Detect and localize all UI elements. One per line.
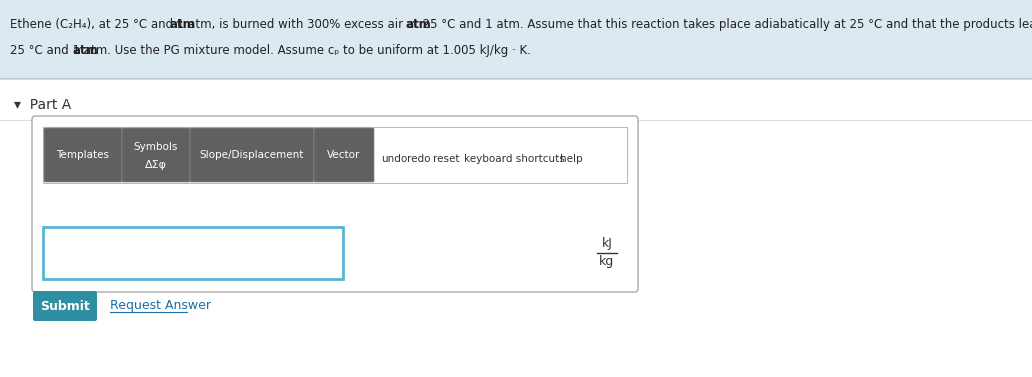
Text: Slope/Displacement: Slope/Displacement bbox=[200, 150, 304, 160]
Bar bbox=[43, 227, 343, 279]
FancyBboxPatch shape bbox=[44, 128, 122, 182]
Text: redo: redo bbox=[407, 154, 430, 164]
Text: help: help bbox=[560, 154, 583, 164]
Text: 25 °C and 1 atm. Use the PG mixture model. Assume cₚ to be uniform at 1.005 kJ/k: 25 °C and 1 atm. Use the PG mixture mode… bbox=[10, 44, 530, 57]
Text: Express your answer to five significant figures.: Express your answer to five significant … bbox=[35, 160, 367, 173]
Text: keyboard shortcuts: keyboard shortcuts bbox=[464, 154, 565, 164]
Text: kJ: kJ bbox=[602, 238, 612, 250]
Text: Submit: Submit bbox=[40, 299, 90, 313]
Text: undo: undo bbox=[381, 154, 408, 164]
Text: Ethene (C₂H₄), at 25 °C and 1 atm, is burned with 300% excess air at 25 °C and 1: Ethene (C₂H₄), at 25 °C and 1 atm, is bu… bbox=[10, 18, 1032, 31]
FancyBboxPatch shape bbox=[314, 128, 374, 182]
Text: atm: atm bbox=[406, 18, 431, 31]
Text: Request Answer: Request Answer bbox=[110, 299, 211, 313]
FancyBboxPatch shape bbox=[190, 128, 314, 182]
Bar bbox=[0, 78, 1032, 377]
Text: Determine the irreversibility of the process.: Determine the irreversibility of the pro… bbox=[35, 140, 309, 153]
FancyBboxPatch shape bbox=[122, 128, 190, 182]
Text: atm: atm bbox=[169, 18, 195, 31]
FancyBboxPatch shape bbox=[33, 291, 97, 321]
Bar bbox=[43, 127, 627, 183]
Text: reset: reset bbox=[433, 154, 459, 164]
Text: atm: atm bbox=[72, 44, 98, 57]
Text: kg: kg bbox=[600, 256, 615, 268]
Text: Templates: Templates bbox=[57, 150, 109, 160]
Bar bbox=[0, 0, 1032, 78]
Text: Symbols: Symbols bbox=[134, 142, 179, 152]
Text: Vector: Vector bbox=[327, 150, 361, 160]
FancyBboxPatch shape bbox=[32, 116, 638, 292]
Text: ▾  Part A: ▾ Part A bbox=[14, 98, 71, 112]
Text: ΔΣφ: ΔΣφ bbox=[146, 160, 167, 170]
